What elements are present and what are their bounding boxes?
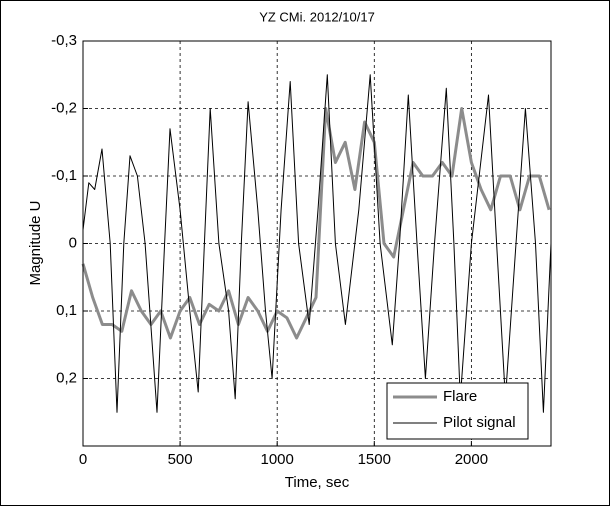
y-tick-label: -0,2 <box>51 99 77 116</box>
y-tick-label: -0,3 <box>51 32 77 49</box>
y-tick-label: -0,1 <box>51 167 77 184</box>
x-tick-label: 500 <box>168 451 193 468</box>
x-axis-label: Time, sec <box>285 474 350 491</box>
legend-label: Pilot signal <box>443 414 516 431</box>
x-tick-label: 2000 <box>455 451 488 468</box>
legend-label: Flare <box>443 388 477 405</box>
y-tick-label: 0,1 <box>56 302 77 319</box>
chart-title: YZ CMi. 2012/10/17 <box>259 9 375 24</box>
y-tick-label: 0,2 <box>56 369 77 386</box>
x-tick-label: 1000 <box>261 451 294 468</box>
x-tick-label: 1500 <box>358 451 391 468</box>
y-axis-label: Magnitude U <box>27 200 44 285</box>
plot-border <box>82 40 552 447</box>
x-tick-label: 0 <box>79 451 87 468</box>
legend-box <box>386 382 529 440</box>
y-tick-label: 0 <box>69 234 77 251</box>
series-line <box>81 107 551 340</box>
